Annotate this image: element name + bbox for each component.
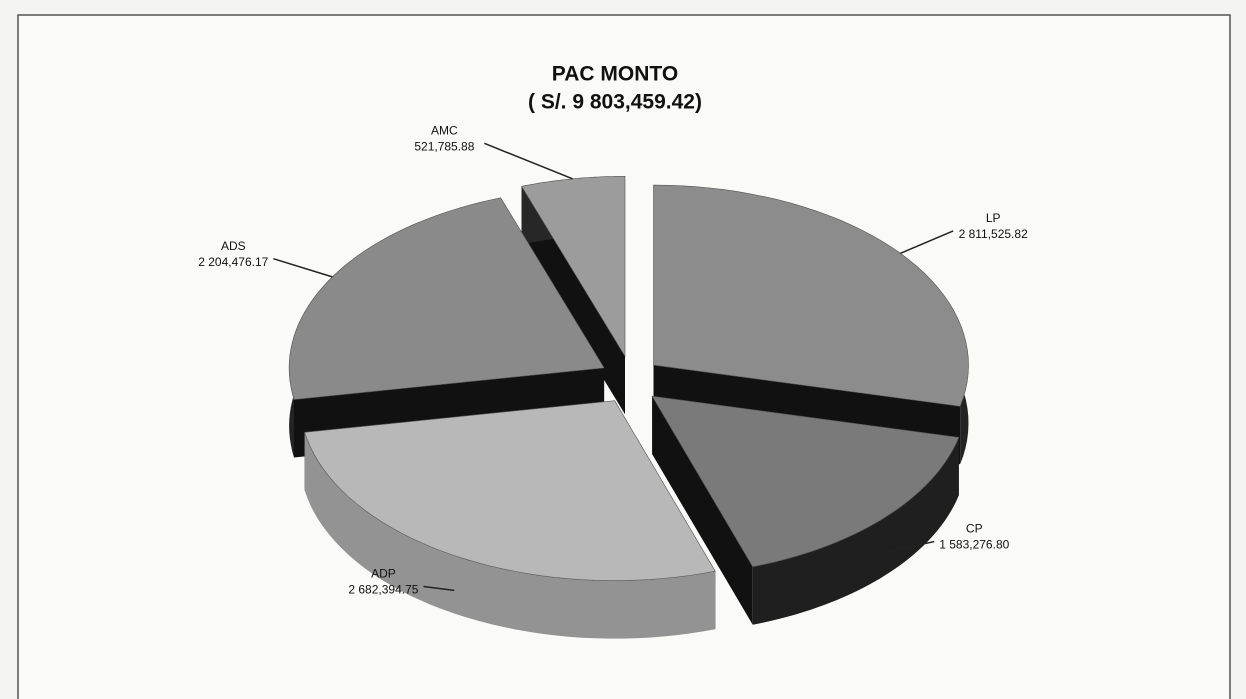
slice [304, 400, 716, 581]
slice-value-label: 1 583,276.80 [939, 538, 1009, 552]
chart-subtitle: ( S/. 9 803,459.42) [528, 91, 702, 114]
chart-title: PAC MONTO [552, 63, 678, 86]
slice [651, 395, 960, 568]
slice-value-label: 2 811,525.82 [959, 227, 1029, 241]
slice-label: CP [966, 522, 983, 536]
slice-wall [652, 396, 753, 625]
slice-value-label: 521,785.88 [414, 140, 474, 154]
slice-side [752, 437, 959, 625]
leader-line [273, 257, 333, 278]
slice-side [304, 432, 716, 639]
slice-label: AMC [431, 124, 458, 138]
slice-label: ADP [371, 567, 396, 581]
leader-line [423, 585, 455, 592]
slice-value-label: 2 204,476.17 [198, 255, 268, 269]
slice-label: LP [986, 211, 1001, 225]
slice [521, 176, 626, 358]
leader-line [900, 230, 954, 255]
leader-line [484, 142, 573, 180]
slice-value-label: 2 682,394.75 [348, 583, 418, 597]
slice-label: ADS [221, 239, 246, 253]
slice-wall [521, 186, 625, 415]
leader-line [884, 540, 935, 553]
